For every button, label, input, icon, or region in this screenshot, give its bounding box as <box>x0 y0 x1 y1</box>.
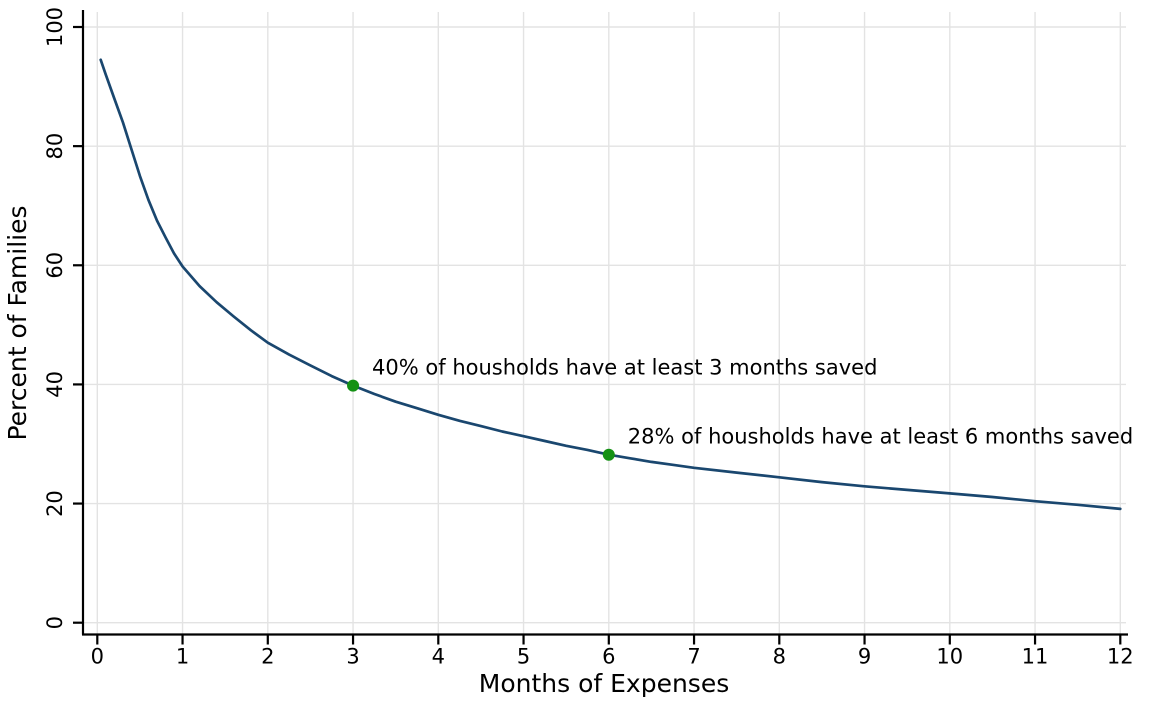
grid-layer <box>83 12 1126 635</box>
x-tick-label: 2 <box>261 645 274 669</box>
marker-dot-6-months <box>602 448 615 461</box>
x-tick-label: 4 <box>432 645 445 669</box>
series-layer <box>99 58 1122 511</box>
x-tick-label: 0 <box>91 645 104 669</box>
y-tick-label: 40 <box>43 371 67 398</box>
y-tick-label: 20 <box>43 490 67 517</box>
x-tick-label: 8 <box>773 645 786 669</box>
y-axis-title: Percent of Families <box>3 205 32 440</box>
y-tick-label: 80 <box>43 133 67 160</box>
x-tick-label: 12 <box>1107 645 1134 669</box>
survival-curve-line <box>99 58 1122 511</box>
x-tick-label: 11 <box>1022 645 1049 669</box>
x-tick-label: 1 <box>176 645 189 669</box>
y-tick-label: 100 <box>43 7 67 47</box>
x-tick-label: 3 <box>346 645 359 669</box>
x-axis-title: Months of Expenses <box>479 669 730 698</box>
x-tick-label: 7 <box>687 645 700 669</box>
annotation-layer: 40% of housholds have at least 3 months … <box>372 356 1133 449</box>
x-tick-label: 10 <box>936 645 963 669</box>
y-tick-label: 0 <box>43 616 67 629</box>
x-tick-label: 9 <box>858 645 871 669</box>
annotation-3-months: 40% of housholds have at least 3 months … <box>372 356 877 380</box>
x-tick-label: 5 <box>517 645 530 669</box>
marker-dot-3-months <box>347 379 360 392</box>
annotation-6-months: 28% of housholds have at least 6 months … <box>628 425 1133 449</box>
y-tick-label: 60 <box>43 252 67 279</box>
x-tick-label: 6 <box>602 645 615 669</box>
